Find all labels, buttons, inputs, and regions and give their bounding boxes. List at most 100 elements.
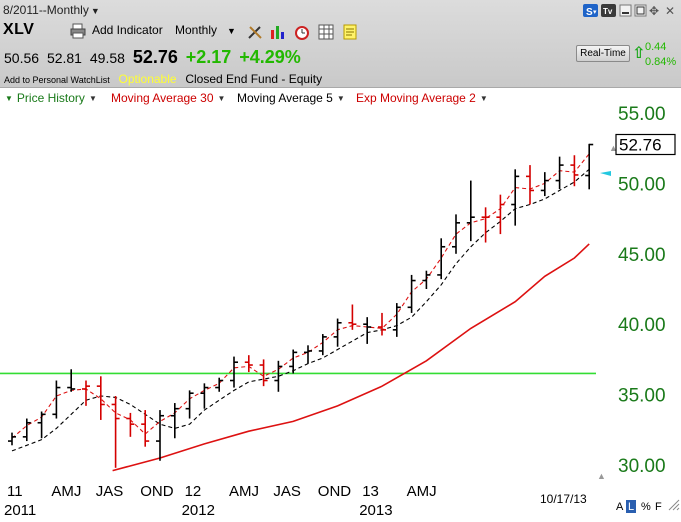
ohlc-bar [111,396,120,468]
scroll-down-icon: ▲ [597,471,606,481]
svg-text:✕: ✕ [665,4,675,18]
ticker-symbol[interactable]: XLV [3,21,35,38]
ohlc-bar [82,380,90,406]
y-tick-label: 35.00 [618,386,666,407]
minimize-icon[interactable] [619,4,632,17]
quote-last: 52.76 [132,47,178,67]
ohlc-bar [452,214,460,254]
legend-ma30[interactable]: Moving Average 30 ▼ [111,91,225,105]
x-tick-label: JAS [273,483,301,500]
ohlc-bar [585,143,594,190]
y-tick-label: 30.00 [618,456,666,477]
ohlc-bar [37,411,46,439]
up-arrow-icon: ⇧ [632,45,646,62]
realtime-values: 0.44 0.84% [645,40,676,70]
legend-ma30-label: Moving Average 30 [111,91,214,105]
quote-change: +2.17 [185,47,232,67]
window-controls-icons: S ▾ Tv ✥ ✕ [583,4,675,18]
ohlc-bar [230,356,238,388]
optionable-label: Optionable [118,72,177,86]
ohlc-bar [156,410,164,461]
chevron-down-icon: ▼ [217,94,226,103]
ohlc-bar [8,432,16,446]
ohlc-bar [318,334,327,356]
y-tick-label: 55.00 [618,104,666,125]
resize-grip-icon[interactable] [668,499,680,511]
alarm-clock-icon[interactable] [294,24,310,40]
ohlc-bar [466,180,475,242]
ohlc-bar [407,274,416,313]
ohlc-bar [437,238,446,280]
x-year-label: 2013 [359,502,392,519]
legend-price-history-label: Price History [16,91,85,105]
chevron-down-icon: ▼ [479,94,488,103]
maximize-icon[interactable] [634,4,647,17]
quote-change-pct: +4.29% [239,47,301,67]
s-badge-icon[interactable]: S ▾ [583,4,598,18]
quote-row: 50.56 52.81 49.58 52.76 +2.17 +4.29% [4,47,305,68]
button-l[interactable]: L [628,501,634,513]
x-axis: 11 AMJ JAS OND 12 AMJ JAS OND 13 AMJ 2011 2012 2013 [4,483,437,519]
y-tick-label: 40.00 [618,315,666,336]
add-indicator-button[interactable]: Add Indicator [92,23,163,37]
ohlc-bar [244,355,253,373]
last-price-marker: 52.76 [615,133,676,156]
calendar-grid-icon[interactable] [318,24,334,40]
ohlc-bar [540,172,549,197]
y-tick-label: 50.00 [618,174,666,195]
ma30-line [112,243,590,472]
x-tick-label: OND [318,483,352,500]
svg-text:▾: ▾ [593,9,597,16]
ohlc-bar [274,360,283,392]
y-axis: 30.00 35.00 40.00 45.00 50.00 55.00 ▲ ▲ [597,104,666,481]
ohlc-bar [22,418,31,442]
note-icon[interactable] [342,24,358,40]
x-tick-label: AMJ [407,483,437,500]
watchlist-link[interactable]: Add to Personal WatchList [4,75,110,85]
ohlc-bar [348,304,357,330]
legend-ema2[interactable]: Exp Moving Average 2 ▼ [356,91,488,105]
x-year-label: 2011 [4,502,36,519]
move-icon[interactable]: ✥ [649,4,659,18]
svg-text:Tv: Tv [603,7,613,16]
collapse-triangle-icon: ▼ [5,94,13,103]
legend-ma5-label: Moving Average 5 [237,91,333,105]
button-percent[interactable]: % [641,501,651,513]
chart-header: 8/2011--Monthly ▼ S ▾ Tv ✥ ✕ XLV Add Indic… [0,0,681,88]
ma5-line [11,168,590,452]
printer-icon[interactable] [70,23,86,39]
ohlc-bar [126,412,135,437]
ohlc-bar [570,155,579,187]
svg-text:✥: ✥ [649,4,659,18]
button-f[interactable]: F [655,501,662,513]
tv-badge-icon[interactable]: Tv [601,4,616,17]
x-tick-label: AMJ [229,483,259,500]
drawing-tools-icon[interactable] [247,24,263,40]
y-tick-label: 45.00 [618,245,666,266]
quote-high: 52.81 [46,50,82,66]
ohlc-bar [289,349,298,374]
fund-type-label: Closed End Fund - Equity [185,72,323,86]
current-date-label: 10/17/13 [540,492,587,506]
quote-open: 50.56 [4,50,40,66]
x-tick-label: 11 [7,483,23,500]
ema2-line [11,153,590,439]
last-price-label: 52.76 [619,136,662,155]
ohlc-bar [511,169,520,226]
interval-dropdown[interactable]: Monthly ▼ [175,23,236,37]
ohlc-bar [496,194,505,235]
chevron-down-icon: ▼ [336,94,345,103]
x-year-label: 2012 [182,502,215,519]
legend-price-history[interactable]: ▼ Price History ▼ [5,91,97,105]
realtime-button[interactable]: Real-Time [576,45,630,62]
chart-type-icon[interactable] [270,24,286,40]
button-a[interactable]: A [616,501,624,513]
ohlc-bar [333,318,342,347]
price-pointer-icon [600,171,611,176]
ohlc-bar [67,369,76,392]
info-row: Add to Personal WatchList Optionable Clo… [4,72,322,86]
ohlc-bar [170,403,179,439]
legend-ma5[interactable]: Moving Average 5 ▼ [237,91,345,105]
period-dropdown[interactable]: 8/2011--Monthly ▼ [3,3,100,17]
close-icon[interactable]: ✕ [665,4,675,18]
